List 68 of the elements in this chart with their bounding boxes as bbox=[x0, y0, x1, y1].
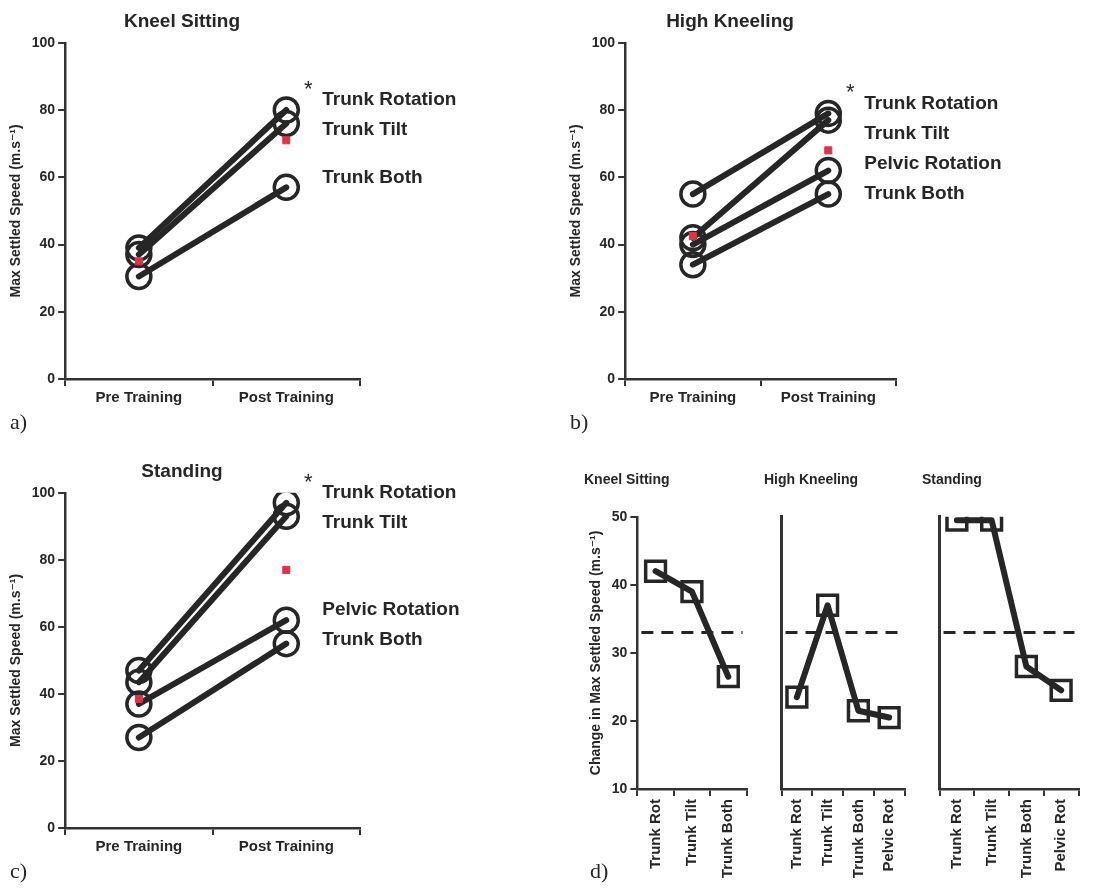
text: a) bbox=[10, 408, 28, 434]
series-label: Trunk Rotation bbox=[864, 91, 999, 113]
y-axis-title: Change in Max Settled Speed (m.s⁻¹) bbox=[587, 530, 604, 776]
series-label: Trunk Tilt bbox=[322, 511, 409, 533]
y-axis-title: Max Settled Speed (m.s⁻¹) bbox=[7, 124, 24, 298]
y-tick-label: 100 bbox=[591, 33, 616, 50]
y-tick-label: 20 bbox=[599, 302, 616, 319]
x-tick-label: Trunk Tilt bbox=[981, 799, 999, 867]
y-tick-label: 100 bbox=[31, 33, 56, 50]
annotation: * bbox=[304, 468, 314, 494]
series-label: Trunk Tilt bbox=[322, 118, 409, 140]
chart-title: Standing bbox=[922, 471, 982, 488]
series-label: Trunk Both bbox=[322, 628, 423, 650]
x-tick-label: Pelvic Rot bbox=[1051, 799, 1069, 872]
y-tick-label: 50 bbox=[611, 507, 628, 524]
y-tick-label: 0 bbox=[607, 369, 616, 386]
series-label: Trunk Rotation bbox=[322, 481, 457, 503]
y-tick-label: 60 bbox=[39, 617, 56, 634]
chart-title: Standing bbox=[141, 459, 223, 481]
x-tick-label: Trunk Rot bbox=[787, 799, 805, 869]
y-tick-label: 80 bbox=[39, 100, 56, 117]
series-label: Trunk Both bbox=[864, 181, 965, 203]
y-tick-label: 40 bbox=[599, 235, 616, 252]
y-tick-label: 40 bbox=[39, 235, 56, 252]
y-tick-label: 20 bbox=[39, 751, 56, 768]
text: d) bbox=[590, 857, 609, 883]
x-tick-label: Trunk Both bbox=[848, 799, 866, 879]
series-label: Trunk Rotation bbox=[322, 88, 457, 110]
text: b) bbox=[570, 408, 589, 434]
x-tick-label: Post Training bbox=[238, 837, 334, 855]
y-tick-label: 60 bbox=[39, 168, 56, 185]
y-tick-label: 60 bbox=[599, 168, 616, 185]
y-tick-label: 80 bbox=[39, 550, 56, 567]
chart-title: Kneel Sitting bbox=[123, 9, 241, 31]
x-tick-label: Pre Training bbox=[95, 837, 183, 855]
series-label: Trunk Both bbox=[322, 165, 423, 187]
x-tick-label: Post Training bbox=[780, 388, 876, 406]
chart-title: Kneel Sitting bbox=[584, 471, 670, 488]
x-tick-label: Trunk Both bbox=[1016, 799, 1034, 879]
series-label: Trunk Tilt bbox=[864, 121, 951, 143]
series-label: Pelvic Rotation bbox=[864, 151, 1002, 173]
y-tick-label: 80 bbox=[599, 100, 616, 117]
annotation: * bbox=[304, 76, 314, 102]
y-tick-label: 0 bbox=[47, 369, 56, 386]
y-axis-title: Max Settled Speed (m.s⁻¹) bbox=[567, 124, 584, 298]
x-tick-label: Pre Training bbox=[649, 388, 737, 406]
series-label: Pelvic Rotation bbox=[322, 598, 460, 620]
chart-title: High Kneeling bbox=[666, 9, 794, 31]
text: c) bbox=[10, 857, 28, 883]
x-tick-label: Trunk Rot bbox=[645, 799, 663, 869]
x-tick-label: Trunk Both bbox=[718, 799, 736, 879]
y-tick-label: 10 bbox=[611, 779, 628, 796]
x-tick-label: Pre Training bbox=[95, 388, 183, 406]
x-tick-label: Trunk Tilt bbox=[682, 799, 700, 867]
y-tick-label: 20 bbox=[39, 302, 56, 319]
y-tick-label: 40 bbox=[611, 575, 628, 592]
y-tick-label: 40 bbox=[39, 684, 56, 701]
y-tick-label: 0 bbox=[47, 818, 56, 835]
y-axis-title: Max Settled Speed (m.s⁻¹) bbox=[7, 573, 24, 747]
x-tick-label: Trunk Rot bbox=[947, 799, 965, 869]
y-tick-label: 30 bbox=[611, 643, 628, 660]
x-tick-label: Post Training bbox=[238, 388, 334, 406]
y-tick-label: 20 bbox=[611, 711, 628, 728]
x-tick-label: Pelvic Rot bbox=[879, 799, 897, 872]
annotation: * bbox=[846, 79, 856, 105]
chart-title: High Kneeling bbox=[764, 471, 859, 488]
y-tick-label: 100 bbox=[31, 483, 56, 500]
x-tick-label: Trunk Tilt bbox=[817, 799, 835, 867]
